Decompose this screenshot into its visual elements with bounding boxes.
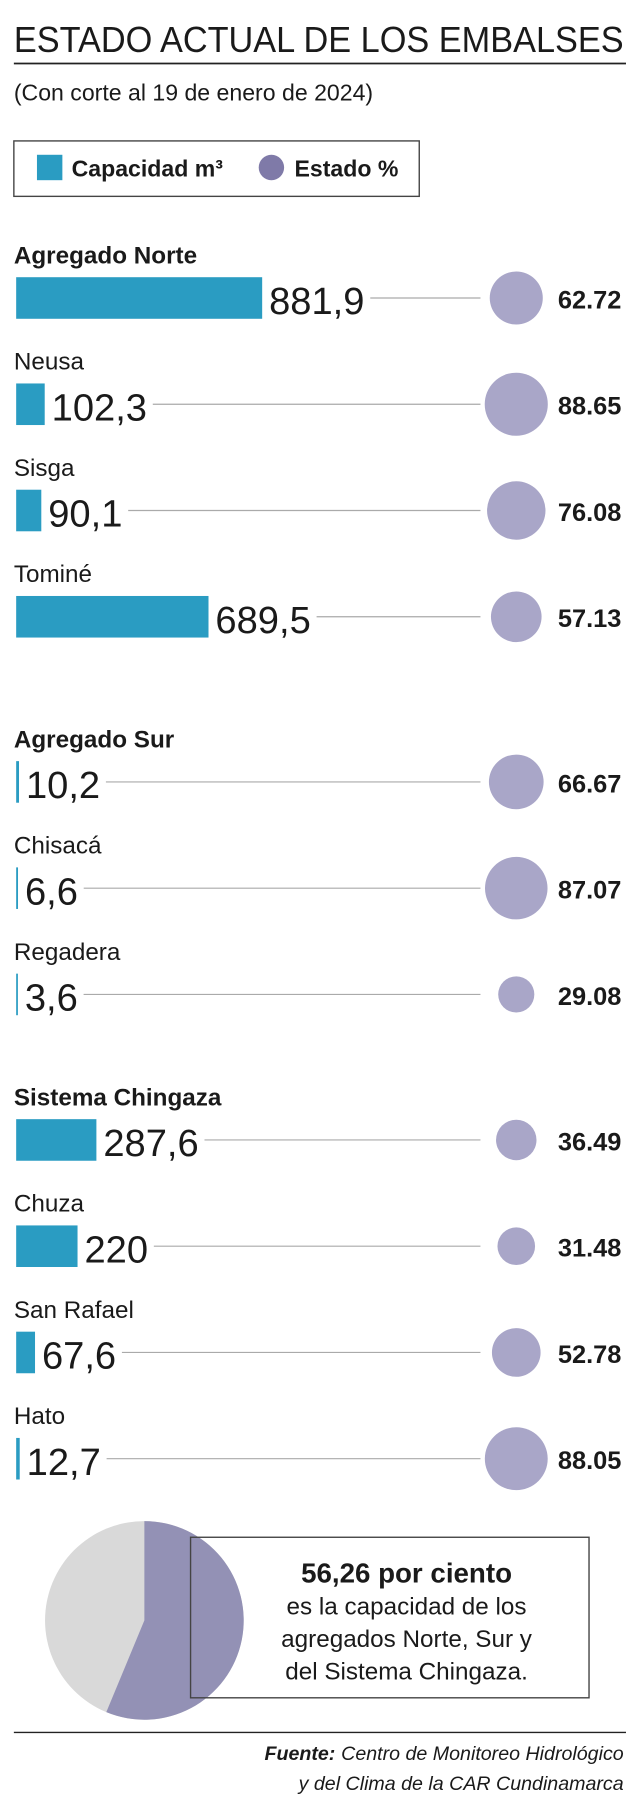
source-label: Fuente: [264, 1743, 335, 1765]
legend-label: Capacidad m³ [72, 156, 224, 182]
bubble [498, 976, 535, 1013]
bubble-value-label: 36.49 [558, 1128, 622, 1156]
summary-headline: 56,26 por ciento [301, 1557, 512, 1588]
bubble [485, 856, 548, 920]
bar [16, 277, 263, 319]
row-label: Chuza [14, 1191, 85, 1218]
bubble-value-label: 88.65 [558, 393, 622, 421]
summary-text: del Sistema Chingaza. [285, 1658, 528, 1685]
bar-value-label: 90,1 [48, 494, 122, 536]
bar-value-label: 12,7 [27, 1442, 101, 1484]
bar [16, 1119, 97, 1161]
legend-swatch [258, 154, 285, 181]
chart-subtitle: (Con corte al 19 de enero de 2024) [14, 79, 373, 105]
row-label: Sisga [14, 455, 75, 482]
source-line: Centro de Monitoreo Hidrológico [341, 1743, 624, 1765]
bubble-value-label: 31.48 [558, 1235, 622, 1263]
bar-value-label: 10,2 [26, 765, 100, 807]
bubble-value-label: 52.78 [558, 1341, 622, 1369]
legend-box [13, 140, 420, 198]
bubble-value-label: 88.05 [558, 1447, 622, 1475]
bubble-value-label: 76.08 [558, 499, 622, 527]
row-label: San Rafael [14, 1297, 134, 1324]
bar [16, 761, 20, 803]
bar [16, 595, 209, 638]
bubble-value-label: 87.07 [558, 877, 622, 905]
bar-value-label: 6,6 [25, 871, 78, 913]
bubble [496, 1119, 537, 1161]
bubble [487, 481, 546, 540]
legend-swatch [36, 154, 63, 181]
bar [16, 1331, 36, 1374]
bar [16, 1225, 78, 1268]
bubble [489, 271, 543, 325]
source-text: Fuente: Centro de Monitoreo Hidrológico [264, 1743, 623, 1765]
bar-value-label: 689,5 [215, 600, 310, 642]
bubble-value-label: 29.08 [558, 983, 622, 1011]
row-label: Chisacá [14, 833, 102, 860]
bubble-value-label: 62.72 [558, 286, 622, 314]
bar [16, 383, 45, 426]
bar-value-label: 220 [84, 1229, 148, 1271]
bubble [488, 754, 544, 810]
row-label: Sistema Chingaza [14, 1084, 222, 1111]
bar [16, 1437, 20, 1480]
bubble [490, 591, 542, 643]
bubble [484, 1427, 548, 1491]
row-label: Hato [14, 1403, 65, 1430]
row-label: Tominé [14, 561, 92, 588]
chart-title: ESTADO ACTUAL DE LOS EMBALSES [14, 20, 624, 60]
bar [16, 489, 42, 532]
summary-box [189, 1536, 590, 1699]
bar-value-label: 3,6 [25, 978, 78, 1020]
bar-value-label: 102,3 [52, 387, 147, 429]
row-label: Agregado Sur [14, 726, 175, 753]
bar [16, 973, 18, 1016]
bar-value-label: 67,6 [42, 1336, 116, 1378]
bar-value-label: 881,9 [269, 281, 364, 323]
source-line: y del Clima de la CAR Cundinamarca [297, 1773, 624, 1795]
legend-label: Estado % [295, 156, 399, 182]
bar-value-label: 287,6 [103, 1123, 198, 1165]
bubble-value-label: 66.67 [558, 770, 622, 798]
pie-slice [106, 1521, 244, 1720]
bar [16, 867, 19, 909]
bubble [497, 1227, 536, 1266]
bubble [484, 372, 548, 436]
row-label: Regadera [14, 939, 121, 966]
row-label: Neusa [14, 349, 85, 376]
bubble-value-label: 57.13 [558, 605, 622, 633]
bubble [491, 1328, 541, 1377]
row-label: Agregado Norte [14, 242, 197, 269]
summary-text: es la capacidad de los [287, 1594, 527, 1621]
summary-text: agregados Norte, Sur y [281, 1626, 533, 1653]
